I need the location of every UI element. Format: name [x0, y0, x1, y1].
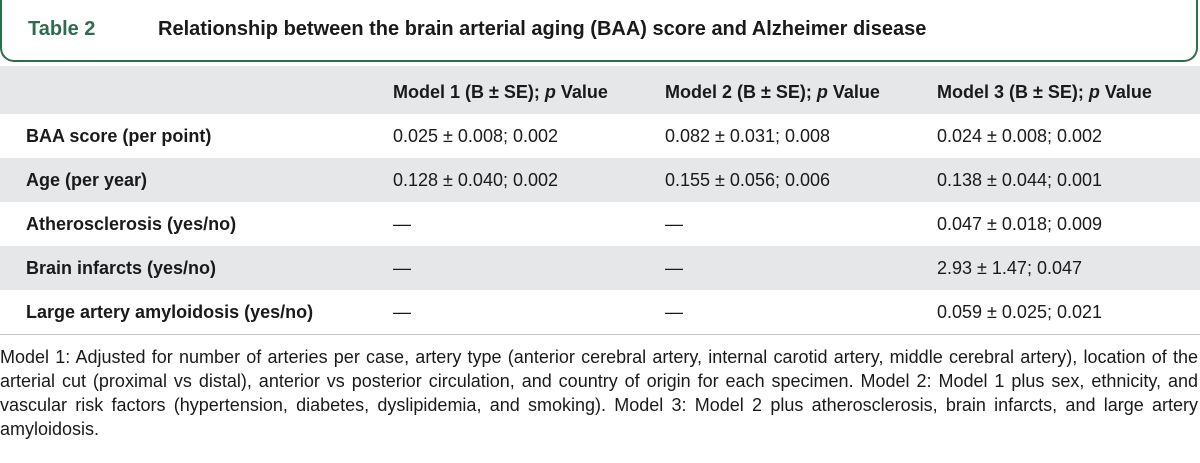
table-row: Large artery amyloidosis (yes/no) — — 0.… [0, 290, 1200, 335]
table-row: Atherosclerosis (yes/no) — — 0.047 ± 0.0… [0, 202, 1200, 246]
table-cell: 0.059 ± 0.025; 0.021 [937, 301, 1103, 322]
table-title: Relationship between the brain arterial … [158, 18, 927, 40]
table-cell: — [665, 213, 683, 234]
table-cell: — [393, 257, 411, 278]
table-cell: 0.128 ± 0.040; 0.002 [393, 169, 559, 190]
table-cell: 0.138 ± 0.044; 0.001 [937, 169, 1103, 190]
table-cell: 0.024 ± 0.008; 0.002 [937, 125, 1103, 146]
row-label: Atherosclerosis (yes/no) [26, 213, 237, 234]
table-cell: 0.047 ± 0.018; 0.009 [937, 213, 1103, 234]
header-cell-model-3: Model 3 (B ± SE); p Value [937, 81, 1152, 102]
table-footnote: Model 1: Adjusted for number of arteries… [0, 347, 1198, 439]
row-label: Age (per year) [26, 169, 148, 190]
table-cell: — [393, 301, 411, 322]
table-row: Brain infarcts (yes/no) — — 2.93 ± 1.47;… [0, 246, 1200, 290]
data-table: Model 1 (B ± SE); p Value Model 2 (B ± S… [0, 66, 1200, 335]
row-label: BAA score (per point) [26, 125, 212, 146]
row-label: Brain infarcts (yes/no) [26, 257, 217, 278]
row-label: Large artery amyloidosis (yes/no) [26, 301, 314, 322]
table-row: Age (per year) 0.128 ± 0.040; 0.002 0.15… [0, 158, 1200, 202]
table-header-row: Model 1 (B ± SE); p Value Model 2 (B ± S… [0, 66, 1200, 114]
table-cell: — [393, 213, 411, 234]
table-label: Table 2 [28, 18, 96, 40]
header-cell-model-2: Model 2 (B ± SE); p Value [665, 81, 880, 102]
table-cell: 0.025 ± 0.008; 0.002 [393, 125, 559, 146]
table-title-bar: Table 2 Relationship between the brain a… [0, 0, 1198, 62]
table-row: BAA score (per point) 0.025 ± 0.008; 0.0… [0, 114, 1200, 158]
table-cell: 0.082 ± 0.031; 0.008 [665, 125, 831, 146]
table-cell: — [665, 257, 683, 278]
table-cell: 2.93 ± 1.47; 0.047 [937, 257, 1082, 278]
header-cell-model-1: Model 1 (B ± SE); p Value [393, 81, 608, 102]
table-cell: 0.155 ± 0.056; 0.006 [665, 169, 831, 190]
table-cell: — [665, 301, 683, 322]
